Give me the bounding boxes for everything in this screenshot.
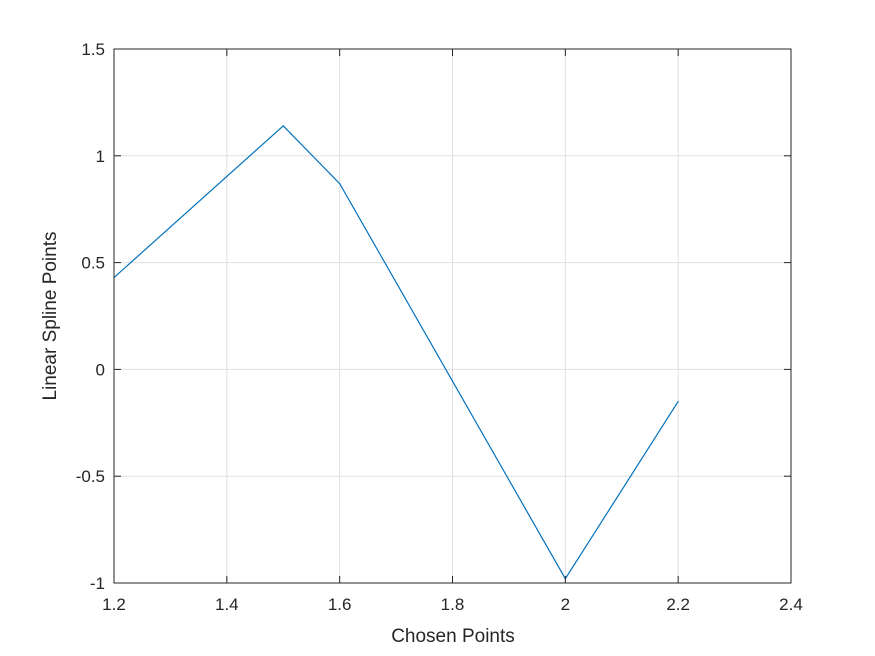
x-tick-label: 2: [561, 595, 570, 614]
x-tick-label: 1.6: [328, 595, 352, 614]
x-tick-labels: 1.2 1.4 1.6 1.8 2 2.2 2.4: [102, 595, 803, 614]
y-axis-label: Linear Spline Points: [40, 232, 61, 401]
grid-lines: [113, 48, 792, 584]
x-tick-label: 1.2: [102, 595, 126, 614]
series-layer: [113, 125, 679, 580]
x-tick-label: 1.4: [215, 595, 239, 614]
y-tick-label: 0.5: [81, 254, 105, 273]
x-tick-label: 2.4: [779, 595, 803, 614]
tick-marks: [113, 48, 792, 584]
x-axis-label: Chosen Points: [391, 626, 515, 647]
y-tick-label: 1.5: [81, 40, 105, 59]
data-point: [677, 400, 679, 403]
data-point: [339, 182, 341, 185]
series-line: [113, 125, 679, 580]
data-point: [282, 125, 284, 127]
y-tick-labels: -1 -0.5 0 0.5 1 1.5: [76, 40, 105, 593]
x-tick-label: 2.2: [666, 595, 690, 614]
y-tick-label: -1: [90, 574, 105, 593]
y-tick-label: -0.5: [76, 467, 105, 486]
y-tick-label: 1: [96, 147, 105, 166]
y-tick-label: 0: [96, 360, 105, 379]
x-tick-label: 1.8: [441, 595, 465, 614]
